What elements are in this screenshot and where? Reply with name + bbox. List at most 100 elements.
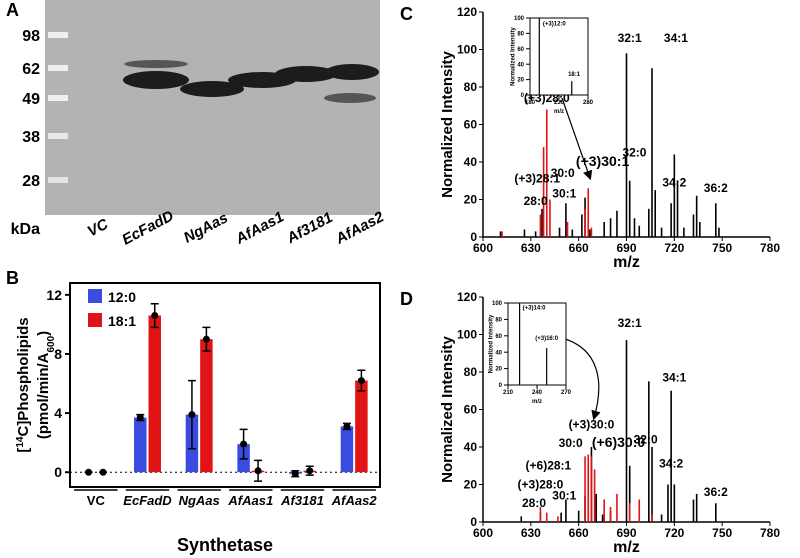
y-axis-label: Normalized Intensity	[439, 335, 456, 482]
legend-label: 18:1	[108, 313, 136, 329]
peak-label: 18:1	[568, 72, 581, 78]
peak-label: (+3)12:0	[543, 22, 567, 28]
y-tick-label: 40	[464, 440, 478, 454]
inset-frame	[507, 302, 567, 386]
y-tick-label: 40	[517, 62, 524, 68]
mean-dot	[202, 335, 210, 343]
x-tick-label: 690	[616, 241, 636, 255]
peak-label: (+3)16:0	[535, 336, 559, 342]
peak-label: (+3)28:1	[514, 172, 560, 186]
x-axis-label: m/z	[554, 109, 564, 115]
peak-label: (+3)28:0	[518, 477, 564, 491]
y-tick-label: 100	[492, 301, 503, 307]
x-tick-label: EcFadD	[123, 493, 172, 508]
panel-label: B	[6, 268, 19, 288]
mean-dot	[151, 312, 159, 320]
y-tick-label: 120	[457, 5, 477, 19]
peak-label: 36:2	[704, 485, 728, 499]
unit-label: kDa	[11, 221, 40, 238]
x-tick-label: 180	[525, 100, 536, 106]
y-axis-label-part: 14	[15, 436, 26, 448]
mean-dot	[136, 414, 144, 422]
y-tick-label: 8	[54, 346, 62, 362]
y-axis-label: Normalized Intensity	[510, 27, 516, 86]
y-axis-label: [14C]Phospholipids (pmol/min/A600)	[15, 317, 57, 452]
y-tick-label: 12	[46, 287, 62, 303]
x-tick-label: 660	[569, 526, 589, 540]
peak-label: 28:0	[522, 496, 546, 510]
peak-label: (+6)28:1	[526, 459, 572, 473]
y-tick-label: 80	[464, 365, 478, 379]
x-tick-label: 210	[503, 390, 514, 396]
y-axis-label: Normalized Intensity	[439, 50, 456, 197]
y-tick-label: 0	[470, 230, 477, 244]
y-tick-label: 0	[499, 383, 503, 389]
peak-label: 32:1	[618, 316, 642, 330]
mean-dot	[99, 468, 107, 476]
peak-label: 32:0	[634, 432, 658, 446]
mean-dot	[291, 470, 299, 478]
peak-label: 30:1	[552, 187, 576, 201]
peak-label: (+3)30:1	[576, 153, 630, 169]
x-tick-label: 780	[760, 241, 780, 255]
x-tick-label: 600	[473, 241, 493, 255]
x-tick-label: 660	[569, 241, 589, 255]
x-axis-label: Synthetase	[177, 535, 273, 555]
legend-swatch	[88, 313, 102, 327]
x-tick-label: 600	[473, 526, 493, 540]
peak-label: 30:1	[552, 489, 576, 503]
x-tick-label: 280	[583, 100, 594, 106]
y-tick-label: 120	[457, 290, 477, 304]
x-tick-label: 720	[664, 241, 684, 255]
panel-label: C	[400, 4, 413, 24]
y-tick-label: 60	[464, 403, 478, 417]
x-tick-label: 630	[521, 526, 541, 540]
y-tick-label: 60	[495, 334, 502, 340]
peak-label: 28:0	[524, 194, 548, 208]
x-tick-label: Af3181	[280, 493, 324, 508]
x-tick-label: 750	[712, 526, 732, 540]
x-tick-label: NgAas	[179, 493, 220, 508]
x-tick-label: 240	[532, 390, 543, 396]
x-axis-label: m/z	[532, 399, 542, 405]
gel-image	[45, 0, 380, 215]
mean-dot	[357, 377, 365, 385]
mean-dot	[343, 422, 351, 430]
y-tick-label: 0	[54, 464, 62, 480]
y-tick-label: 0	[521, 93, 525, 99]
marker-label: 28	[22, 173, 40, 190]
bar	[355, 380, 368, 473]
y-tick-label: 80	[517, 32, 524, 38]
y-tick-label: 100	[457, 43, 477, 57]
y-tick-label: 20	[464, 478, 478, 492]
peak-label: 34:1	[662, 370, 686, 384]
bar	[200, 339, 213, 473]
y-tick-label: 80	[464, 80, 478, 94]
y-tick-label: 4	[54, 405, 62, 421]
y-axis-label-part: C]Phospholipids	[15, 317, 32, 436]
x-axis-label: m/z	[613, 539, 640, 556]
y-tick-label: 20	[495, 367, 502, 373]
x-tick-label: AfAas2	[331, 493, 378, 508]
y-tick-label: 100	[514, 16, 525, 22]
mean-dot	[240, 440, 248, 448]
mean-dot	[85, 468, 93, 476]
y-tick-label: 40	[495, 350, 502, 356]
y-tick-label: 100	[457, 328, 477, 342]
y-axis-label-part: (pmol/min/A	[35, 352, 52, 439]
x-tick-label: 230	[554, 100, 565, 106]
peak-label: 30:0	[551, 166, 575, 180]
y-tick-label: 80	[495, 318, 502, 324]
peak-label: 32:1	[618, 31, 642, 45]
y-axis-label-part: )	[35, 331, 52, 336]
y-axis-label-part: [	[15, 448, 32, 453]
x-tick-label: 750	[712, 241, 732, 255]
legend-swatch	[88, 289, 102, 303]
marker-label: 98	[22, 28, 40, 45]
peak-label: (+6)30:0	[592, 434, 646, 450]
x-axis-label: m/z	[613, 254, 640, 271]
y-tick-label: 60	[464, 118, 478, 132]
marker-label: 49	[22, 91, 40, 108]
x-tick-label: AfAas1	[227, 493, 273, 508]
